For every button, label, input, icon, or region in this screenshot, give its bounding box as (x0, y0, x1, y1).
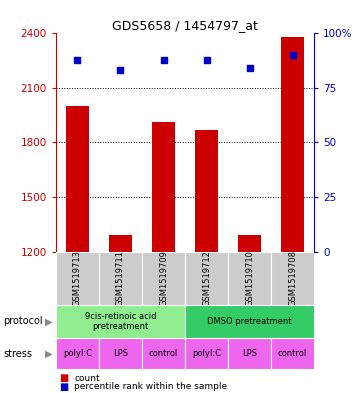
Text: ■: ■ (60, 373, 69, 383)
Point (75, 57, 81, 63)
Point (118, 67, 123, 73)
Bar (99, 338, 142, 369)
Bar (185, 305, 314, 338)
Text: GSM1519712: GSM1519712 (202, 250, 211, 306)
Text: count: count (74, 374, 100, 382)
Bar (66, 106, 89, 252)
Text: polyI:C: polyI:C (63, 349, 92, 358)
Title: GDS5658 / 1454797_at: GDS5658 / 1454797_at (112, 19, 258, 32)
Bar (152, 123, 175, 252)
Text: polyI:C: polyI:C (192, 349, 221, 358)
Bar (142, 252, 185, 305)
Bar (99, 252, 142, 305)
Bar (185, 252, 228, 305)
Text: LPS: LPS (242, 349, 257, 358)
Text: stress: stress (4, 349, 32, 359)
Bar (56, 305, 185, 338)
Text: 9cis-retinoic acid
pretreatment: 9cis-retinoic acid pretreatment (85, 312, 156, 331)
Bar (271, 252, 314, 305)
Bar (56, 338, 99, 369)
Bar (228, 252, 271, 305)
Text: protocol: protocol (4, 316, 43, 326)
Point (247, 65, 252, 72)
Bar (195, 130, 218, 252)
Text: LPS: LPS (113, 349, 128, 358)
Bar (228, 338, 271, 369)
Bar (56, 252, 99, 305)
Bar (271, 338, 314, 369)
Point (161, 57, 166, 63)
Bar (281, 37, 304, 252)
Text: DMSO pretreatment: DMSO pretreatment (207, 317, 292, 326)
Text: GSM1519709: GSM1519709 (159, 250, 168, 306)
Text: ■: ■ (60, 382, 69, 392)
Bar (238, 235, 261, 252)
Text: control: control (278, 349, 307, 358)
Text: GSM1519708: GSM1519708 (288, 250, 297, 306)
Text: control: control (149, 349, 178, 358)
Text: percentile rank within the sample: percentile rank within the sample (74, 382, 227, 391)
Text: ▶: ▶ (45, 316, 52, 326)
Text: GSM1519710: GSM1519710 (245, 250, 254, 306)
Text: GSM1519713: GSM1519713 (73, 250, 82, 306)
Text: GSM1519711: GSM1519711 (116, 250, 125, 306)
Text: ▶: ▶ (45, 349, 52, 359)
Point (290, 52, 295, 58)
Bar (185, 338, 228, 369)
Bar (142, 338, 185, 369)
Bar (109, 235, 132, 252)
Point (204, 57, 209, 63)
